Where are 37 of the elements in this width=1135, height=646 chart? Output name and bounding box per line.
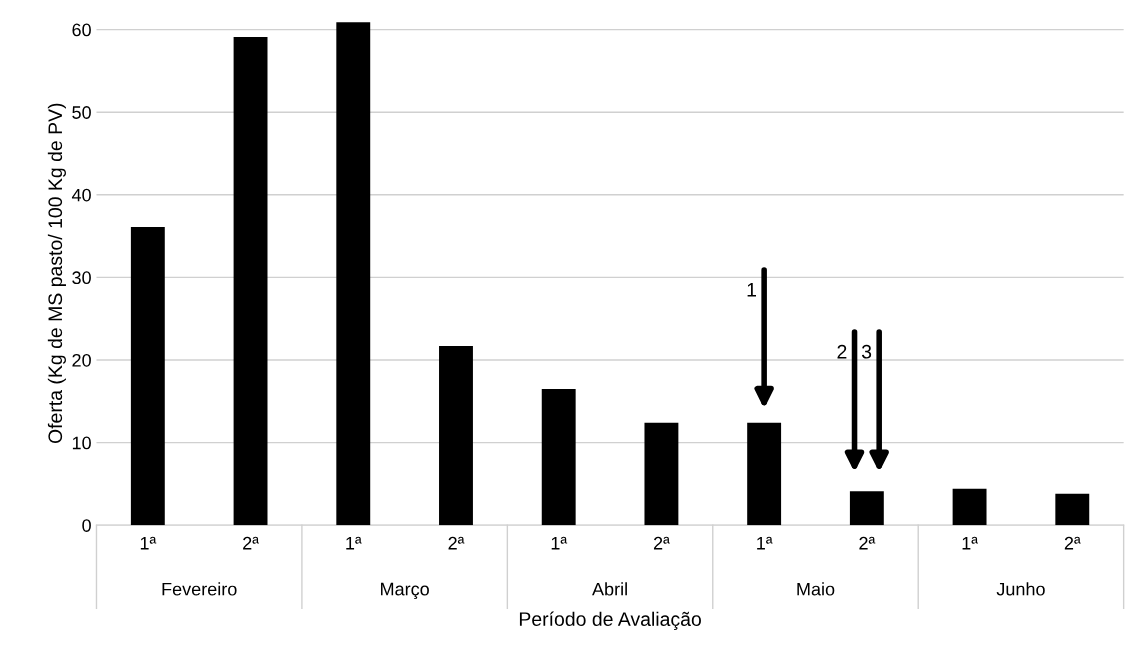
text: Fevereiro: [162, 582, 237, 596]
x-tick-label: 1ª: [757, 536, 773, 550]
y-tick-label: 40: [71, 188, 91, 202]
text: Maio: [797, 582, 835, 596]
text: Abril: [592, 582, 627, 596]
bar: [1055, 493, 1090, 526]
bar: [644, 422, 679, 526]
x-tick-label: 1ª: [346, 536, 362, 550]
bar: [747, 422, 782, 526]
y-tick-label: 50: [72, 106, 91, 119]
text: Março: [381, 582, 429, 600]
y-tick-label: 0: [82, 519, 91, 532]
annotation: 3: [861, 344, 872, 359]
x-tick-label: 2ª: [448, 536, 465, 550]
y-tick-label: 10: [72, 436, 91, 450]
bar: [130, 227, 165, 526]
y-axis-title: Oferta (Kg de MS pasto/ 100 Kg de PV): [47, 103, 66, 444]
bar: [952, 488, 987, 526]
y-tick-label: 60: [72, 23, 91, 37]
bar: [849, 491, 884, 526]
y-tick-label: 20: [72, 353, 91, 367]
x-tick-label: 2ª: [653, 536, 670, 550]
bar: [336, 22, 371, 526]
annotation: 2: [837, 344, 847, 359]
bar: [541, 388, 576, 526]
y-tick-label: 30: [72, 271, 91, 285]
x-tick-label: 1ª: [551, 536, 568, 550]
bar: [233, 37, 268, 526]
x-tick-label: 1ª: [962, 536, 978, 550]
x-tick-label: 2ª: [1064, 536, 1081, 550]
x-tick-label: 2ª: [859, 536, 876, 550]
x-axis-title: Período de Avaliação: [519, 611, 701, 630]
annotation: 1: [747, 283, 756, 297]
x-tick-label: 1ª: [140, 536, 157, 550]
bar: [439, 345, 473, 526]
text: Junho: [996, 582, 1045, 596]
x-tick-label: 2ª: [243, 536, 259, 550]
